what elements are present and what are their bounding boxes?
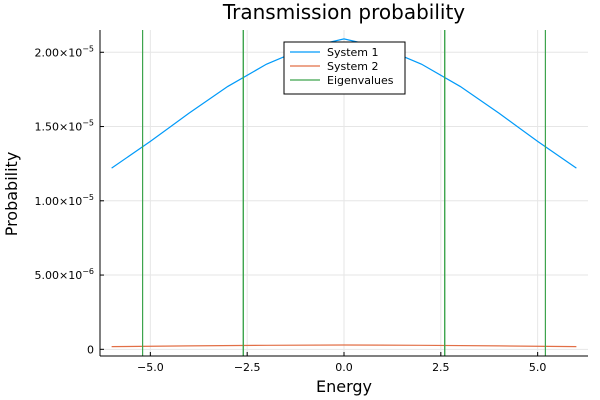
plot-area: −5.0 −2.5 0.0 2.5 5.0 0 5.00×10−6 1.00×10−5 1.50… [34, 30, 588, 374]
system-2-series-line [111, 344, 577, 348]
chart-title: Transmission probability [222, 0, 465, 24]
legend-label-system-1: System 1 [327, 46, 379, 59]
x-tick-label: 2.5 [432, 361, 450, 374]
x-tick-label: 5.0 [529, 361, 547, 374]
y-tick-label: 5.00×10−6 [34, 267, 94, 282]
y-tick-label: 2.00×10−5 [34, 44, 94, 59]
y-tick-label: 1.50×10−5 [34, 119, 94, 134]
x-axis-label: Energy [316, 377, 372, 396]
x-tick-label: −5.0 [137, 361, 164, 374]
legend-box [283, 41, 406, 95]
system-1-series-line [111, 38, 577, 169]
x-tick-label: −2.5 [234, 361, 261, 374]
y-tick-label: 0 [87, 343, 94, 356]
legend-label-system-2: System 2 [327, 60, 379, 73]
y-tick-label: 1.00×10−5 [34, 193, 94, 208]
legend-label-eigenvalues: Eigenvalues [327, 74, 394, 87]
y-axis-label: Probability [2, 152, 21, 237]
x-tick-label: 0.0 [335, 361, 353, 374]
